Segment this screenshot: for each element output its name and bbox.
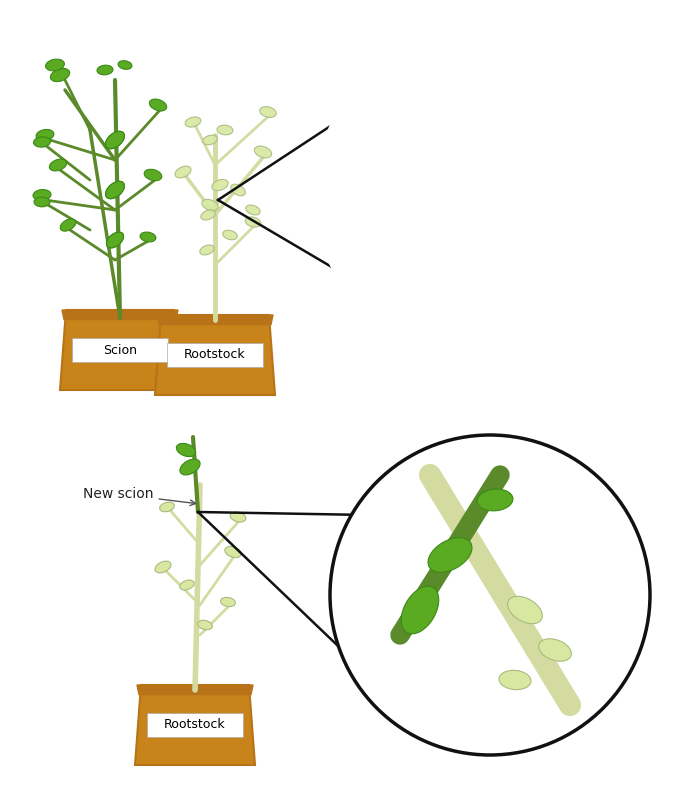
Ellipse shape [460,111,490,129]
Ellipse shape [180,459,200,475]
Ellipse shape [221,597,236,607]
Ellipse shape [538,638,571,661]
Ellipse shape [510,154,540,180]
Polygon shape [60,310,180,390]
Ellipse shape [223,230,237,240]
Text: Scion: Scion [103,344,137,357]
Ellipse shape [140,232,156,242]
Ellipse shape [34,137,51,147]
Polygon shape [137,685,253,695]
Ellipse shape [160,502,175,512]
Ellipse shape [105,131,125,149]
Ellipse shape [179,580,195,590]
Ellipse shape [246,205,260,215]
Circle shape [330,435,650,755]
Ellipse shape [97,65,113,75]
Ellipse shape [176,443,196,457]
Polygon shape [155,315,275,395]
Ellipse shape [202,199,219,211]
Ellipse shape [231,184,245,196]
Ellipse shape [60,219,76,231]
Text: Rootstock: Rootstock [164,719,226,732]
Ellipse shape [201,210,215,220]
FancyBboxPatch shape [73,338,168,362]
Ellipse shape [230,512,246,522]
Ellipse shape [401,586,439,634]
Ellipse shape [549,162,580,184]
Ellipse shape [225,546,241,558]
Polygon shape [135,685,255,765]
Ellipse shape [200,245,214,255]
Ellipse shape [254,146,272,158]
Ellipse shape [203,135,217,145]
Ellipse shape [105,181,125,199]
Ellipse shape [118,60,132,69]
Circle shape [315,20,665,370]
Ellipse shape [260,107,276,117]
Ellipse shape [33,189,51,201]
Ellipse shape [499,670,531,689]
Ellipse shape [467,197,493,224]
Ellipse shape [245,217,261,227]
Polygon shape [62,310,178,320]
FancyBboxPatch shape [147,713,242,737]
Ellipse shape [212,179,228,190]
Ellipse shape [508,596,543,624]
Ellipse shape [198,620,212,630]
FancyBboxPatch shape [429,181,455,225]
Ellipse shape [155,561,171,573]
FancyBboxPatch shape [167,343,262,367]
Ellipse shape [46,59,64,71]
Ellipse shape [106,232,123,248]
Polygon shape [157,315,273,325]
Ellipse shape [427,127,462,154]
Ellipse shape [49,159,66,171]
Ellipse shape [428,537,472,572]
Ellipse shape [36,130,54,141]
Ellipse shape [145,170,162,181]
Ellipse shape [617,184,643,201]
Text: New scion: New scion [83,487,196,505]
Ellipse shape [51,68,70,82]
Ellipse shape [217,125,233,135]
Ellipse shape [106,232,123,248]
Ellipse shape [390,236,420,275]
Ellipse shape [105,181,125,199]
Ellipse shape [175,166,191,178]
Ellipse shape [149,99,166,111]
Text: Rootstock: Rootstock [184,349,246,361]
Ellipse shape [477,489,513,511]
Ellipse shape [586,173,614,193]
Ellipse shape [105,131,125,149]
Ellipse shape [185,117,201,127]
Ellipse shape [34,197,50,207]
